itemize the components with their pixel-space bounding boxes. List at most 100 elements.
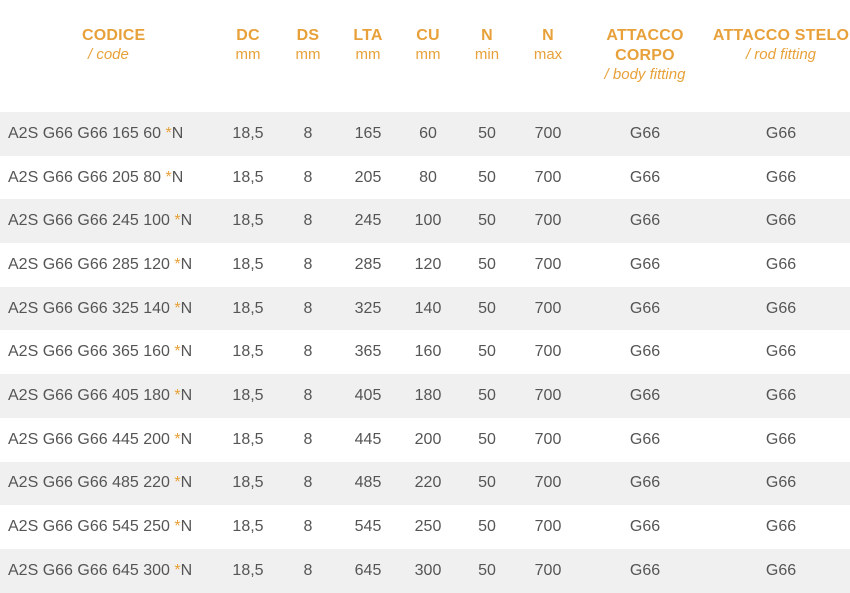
cell-cu: 60 bbox=[400, 112, 456, 156]
table-row: A2S G66 G66 365 160 *N 18,5 8 365 160 50 700 G6… bbox=[0, 330, 850, 375]
header-code-sub: / code bbox=[88, 46, 129, 63]
header-rod-fitting-sub: / rod fitting bbox=[745, 46, 817, 63]
header-rod-fitting-label: ATTACCO STELO bbox=[712, 27, 850, 44]
code-suffix: N bbox=[171, 168, 184, 186]
cell-code: A2S G66 G66 545 250 *N bbox=[0, 505, 216, 549]
header-body-fitting-sub: / body fitting bbox=[604, 66, 686, 83]
cell-code: A2S G66 G66 325 140 *N bbox=[0, 286, 216, 331]
table-row: A2S G66 G66 325 140 *N 18,5 8 325 140 50 700 G6… bbox=[0, 286, 850, 331]
table-row: A2S G66 G66 645 300 *N 18,5 8 645 300 50 700 G6… bbox=[0, 548, 850, 593]
cell-dc: 18,5 bbox=[216, 461, 280, 506]
cell-lta: 205 bbox=[336, 155, 400, 200]
cell-dc: 18,5 bbox=[216, 417, 280, 462]
code-text: A2S G66 G66 485 220 bbox=[8, 474, 175, 492]
cell-rod: G66 bbox=[712, 155, 850, 200]
cell-nmin: 50 bbox=[456, 417, 518, 462]
table-body: A2S G66 G66 165 60 *N 18,5 8 165 60 50 700 G66 G… bbox=[0, 112, 850, 593]
code-asterisk: * bbox=[174, 386, 181, 404]
cell-cu: 200 bbox=[400, 417, 456, 462]
code-text: A2S G66 G66 285 120 bbox=[8, 255, 175, 273]
code-asterisk: * bbox=[165, 168, 172, 186]
cell-ds: 8 bbox=[280, 112, 336, 156]
cell-lta: 445 bbox=[336, 417, 400, 462]
cell-lta: 645 bbox=[336, 548, 400, 593]
cell-lta: 485 bbox=[336, 461, 400, 506]
cell-lta: 365 bbox=[336, 330, 400, 375]
cell-ds: 8 bbox=[280, 548, 336, 593]
cell-ds: 8 bbox=[280, 199, 336, 244]
cell-dc: 18,5 bbox=[216, 548, 280, 593]
table-row: A2S G66 G66 165 60 *N 18,5 8 165 60 50 700 G66 G… bbox=[0, 112, 850, 156]
code-text: A2S G66 G66 445 200 bbox=[8, 430, 175, 448]
cell-code: A2S G66 G66 645 300 *N bbox=[0, 548, 216, 593]
header-dc-unit: mm bbox=[235, 46, 261, 63]
header-n-max: N max bbox=[518, 0, 578, 112]
code-text: A2S G66 G66 325 140 bbox=[8, 299, 175, 317]
cell-nmax: 700 bbox=[518, 461, 578, 506]
cell-nmin: 50 bbox=[456, 374, 518, 418]
cell-lta: 165 bbox=[336, 112, 400, 156]
cell-cu: 140 bbox=[400, 286, 456, 331]
header-ds-unit: mm bbox=[295, 46, 321, 63]
header-body-fitting: ATTACCO CORPO / body fitting bbox=[578, 0, 712, 112]
header-n-max-label: N bbox=[542, 27, 554, 44]
header-code: CODICE / code bbox=[0, 0, 216, 112]
cell-nmin: 50 bbox=[456, 330, 518, 375]
header-cu-label: CU bbox=[416, 27, 440, 44]
cell-rod: G66 bbox=[712, 286, 850, 331]
cell-rod: G66 bbox=[712, 112, 850, 156]
cell-lta: 545 bbox=[336, 505, 400, 549]
code-asterisk: * bbox=[174, 255, 181, 273]
cell-code: A2S G66 G66 365 160 *N bbox=[0, 330, 216, 375]
cell-nmax: 700 bbox=[518, 505, 578, 549]
cell-rod: G66 bbox=[712, 330, 850, 375]
cell-rod: G66 bbox=[712, 461, 850, 506]
cell-nmax: 700 bbox=[518, 330, 578, 375]
cell-lta: 245 bbox=[336, 199, 400, 244]
cell-nmin: 50 bbox=[456, 461, 518, 506]
cell-nmin: 50 bbox=[456, 199, 518, 244]
code-text: A2S G66 G66 245 100 bbox=[8, 212, 175, 230]
cell-nmax: 700 bbox=[518, 374, 578, 418]
cell-body: G66 bbox=[578, 112, 712, 156]
code-suffix: N bbox=[180, 255, 193, 273]
cell-body: G66 bbox=[578, 548, 712, 593]
code-text: A2S G66 G66 545 250 bbox=[8, 518, 175, 536]
table-row: A2S G66 G66 445 200 *N 18,5 8 445 200 50 700 G6… bbox=[0, 417, 850, 462]
cell-dc: 18,5 bbox=[216, 286, 280, 331]
code-text: A2S G66 G66 645 300 bbox=[8, 561, 175, 579]
header-n-max-unit: max bbox=[533, 46, 563, 63]
cell-nmin: 50 bbox=[456, 505, 518, 549]
header-body-fitting-label: ATTACCO CORPO bbox=[606, 27, 684, 64]
cell-dc: 18,5 bbox=[216, 374, 280, 418]
code-asterisk: * bbox=[174, 518, 181, 536]
code-suffix: N bbox=[180, 386, 193, 404]
cell-nmin: 50 bbox=[456, 243, 518, 287]
cell-lta: 285 bbox=[336, 243, 400, 287]
code-asterisk: * bbox=[174, 299, 181, 317]
cell-rod: G66 bbox=[712, 199, 850, 244]
table-row: A2S G66 G66 205 80 *N 18,5 8 205 80 50 700 G66 G… bbox=[0, 155, 850, 200]
code-suffix: N bbox=[180, 212, 193, 230]
cell-rod: G66 bbox=[712, 243, 850, 287]
header-row: CODICE / code DC mm DS mm LTA mm CU mm N… bbox=[0, 0, 850, 112]
header-cu-unit: mm bbox=[415, 46, 441, 63]
cell-cu: 250 bbox=[400, 505, 456, 549]
cell-nmax: 700 bbox=[518, 243, 578, 287]
cell-body: G66 bbox=[578, 155, 712, 200]
header-cu: CU mm bbox=[400, 0, 456, 112]
cell-ds: 8 bbox=[280, 330, 336, 375]
header-code-label: CODICE bbox=[82, 27, 146, 44]
cell-ds: 8 bbox=[280, 243, 336, 287]
cell-ds: 8 bbox=[280, 505, 336, 549]
cell-code: A2S G66 G66 205 80 *N bbox=[0, 155, 216, 200]
cell-body: G66 bbox=[578, 374, 712, 418]
code-text: A2S G66 G66 165 60 bbox=[8, 124, 166, 142]
cell-dc: 18,5 bbox=[216, 155, 280, 200]
cell-dc: 18,5 bbox=[216, 243, 280, 287]
cell-cu: 160 bbox=[400, 330, 456, 375]
cell-code: A2S G66 G66 165 60 *N bbox=[0, 112, 216, 156]
cell-cu: 100 bbox=[400, 199, 456, 244]
table-row: A2S G66 G66 245 100 *N 18,5 8 245 100 50 700 G6… bbox=[0, 199, 850, 244]
